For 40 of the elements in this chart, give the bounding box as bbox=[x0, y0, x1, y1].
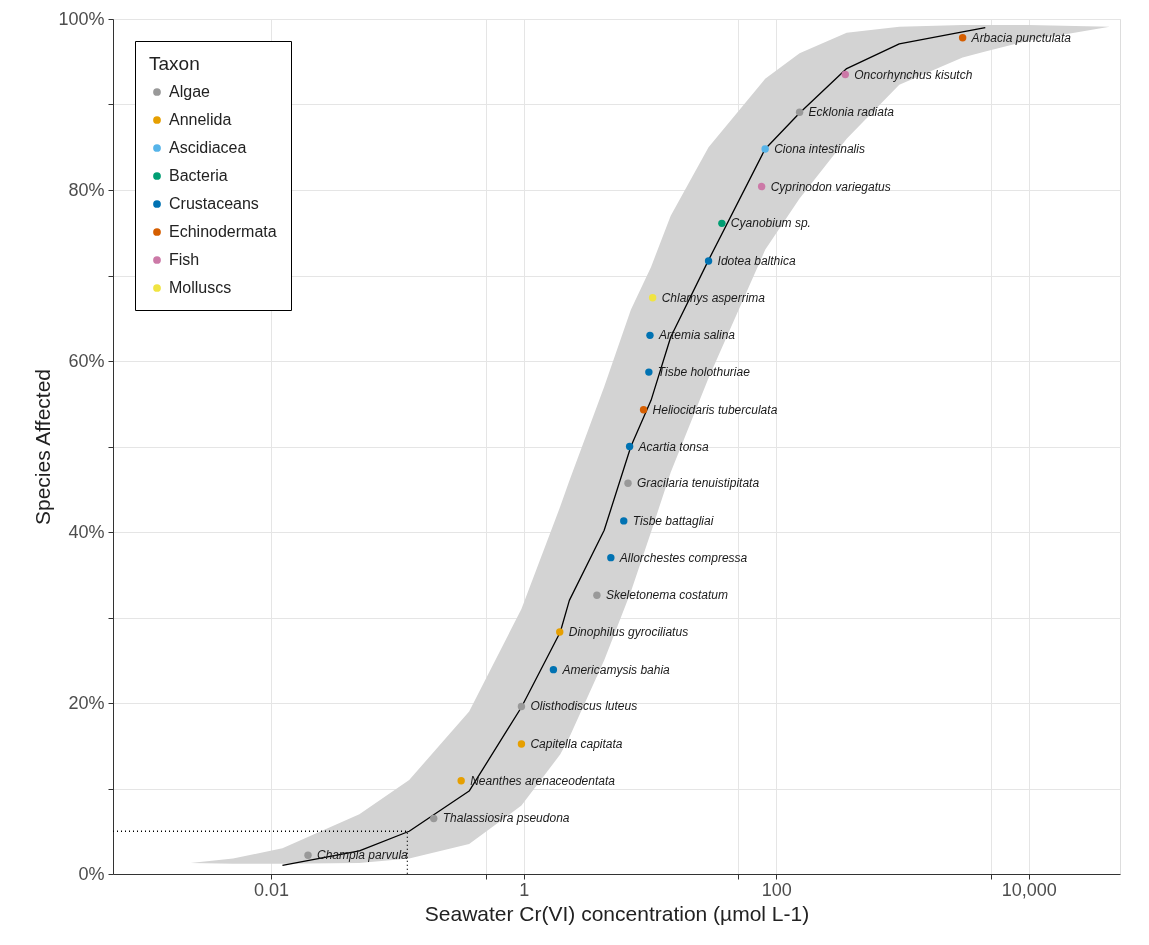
legend-label: Echinodermata bbox=[169, 223, 277, 240]
data-label: Dinophilus gyrociliatus bbox=[568, 625, 689, 640]
legend-label: Fish bbox=[169, 251, 200, 268]
y-tick-label: 20% bbox=[68, 692, 105, 713]
x-tick-label: 0.01 bbox=[254, 879, 290, 900]
y-tick-label: 40% bbox=[68, 521, 105, 542]
data-label: Arbacia punctulata bbox=[970, 30, 1072, 45]
data-label: Olisthodiscus luteus bbox=[530, 699, 638, 714]
y-tick-label: 80% bbox=[68, 179, 105, 200]
legend-label: Bacteria bbox=[169, 167, 228, 184]
y-tick-label: 60% bbox=[68, 350, 105, 371]
y-tick-label: 100% bbox=[58, 8, 105, 29]
x-tick-label: 10,000 bbox=[1001, 879, 1057, 900]
data-label: Allorchestes compressa bbox=[618, 550, 748, 565]
x-tick-label: 1 bbox=[519, 879, 530, 900]
legend-label: Molluscs bbox=[169, 279, 232, 296]
legend-label: Annelida bbox=[169, 111, 232, 128]
x-axis-title: Seawater Cr(VI) concentration (µmol L-1) bbox=[424, 901, 810, 925]
legend-label: Ascidiacea bbox=[169, 139, 247, 156]
data-label: Skeletonema costatum bbox=[605, 588, 728, 603]
x-tick-label: 100 bbox=[761, 879, 792, 900]
data-label: Heliocidaris tuberculata bbox=[652, 402, 778, 417]
data-label: Cyprinodon variegatus bbox=[770, 179, 891, 194]
data-label: Acartia tonsa bbox=[637, 439, 709, 454]
data-label: Capitella capitata bbox=[530, 737, 623, 752]
data-label: Oncorhynchus kisutch bbox=[854, 67, 973, 82]
data-label: Tisbe battagliai bbox=[632, 513, 714, 528]
legend-title: Taxon bbox=[149, 53, 200, 74]
legend-label: Algae bbox=[169, 83, 211, 100]
data-label: Cyanobium sp. bbox=[730, 216, 811, 231]
data-label: Tisbe holothuriae bbox=[657, 365, 751, 380]
data-label: Ciona intestinalis bbox=[774, 141, 865, 156]
y-axis-title: Species Affected bbox=[31, 368, 55, 526]
data-label: Thalassiosira pseudona bbox=[442, 811, 570, 826]
data-label: Americamysis bahia bbox=[561, 662, 671, 677]
data-label: Gracilaria tenuistipitata bbox=[637, 476, 760, 491]
data-label: Ecklonia radiata bbox=[808, 105, 895, 120]
y-tick-label: 0% bbox=[78, 863, 105, 884]
legend-label: Crustaceans bbox=[169, 195, 259, 212]
data-label: Idotea balthica bbox=[717, 253, 796, 268]
